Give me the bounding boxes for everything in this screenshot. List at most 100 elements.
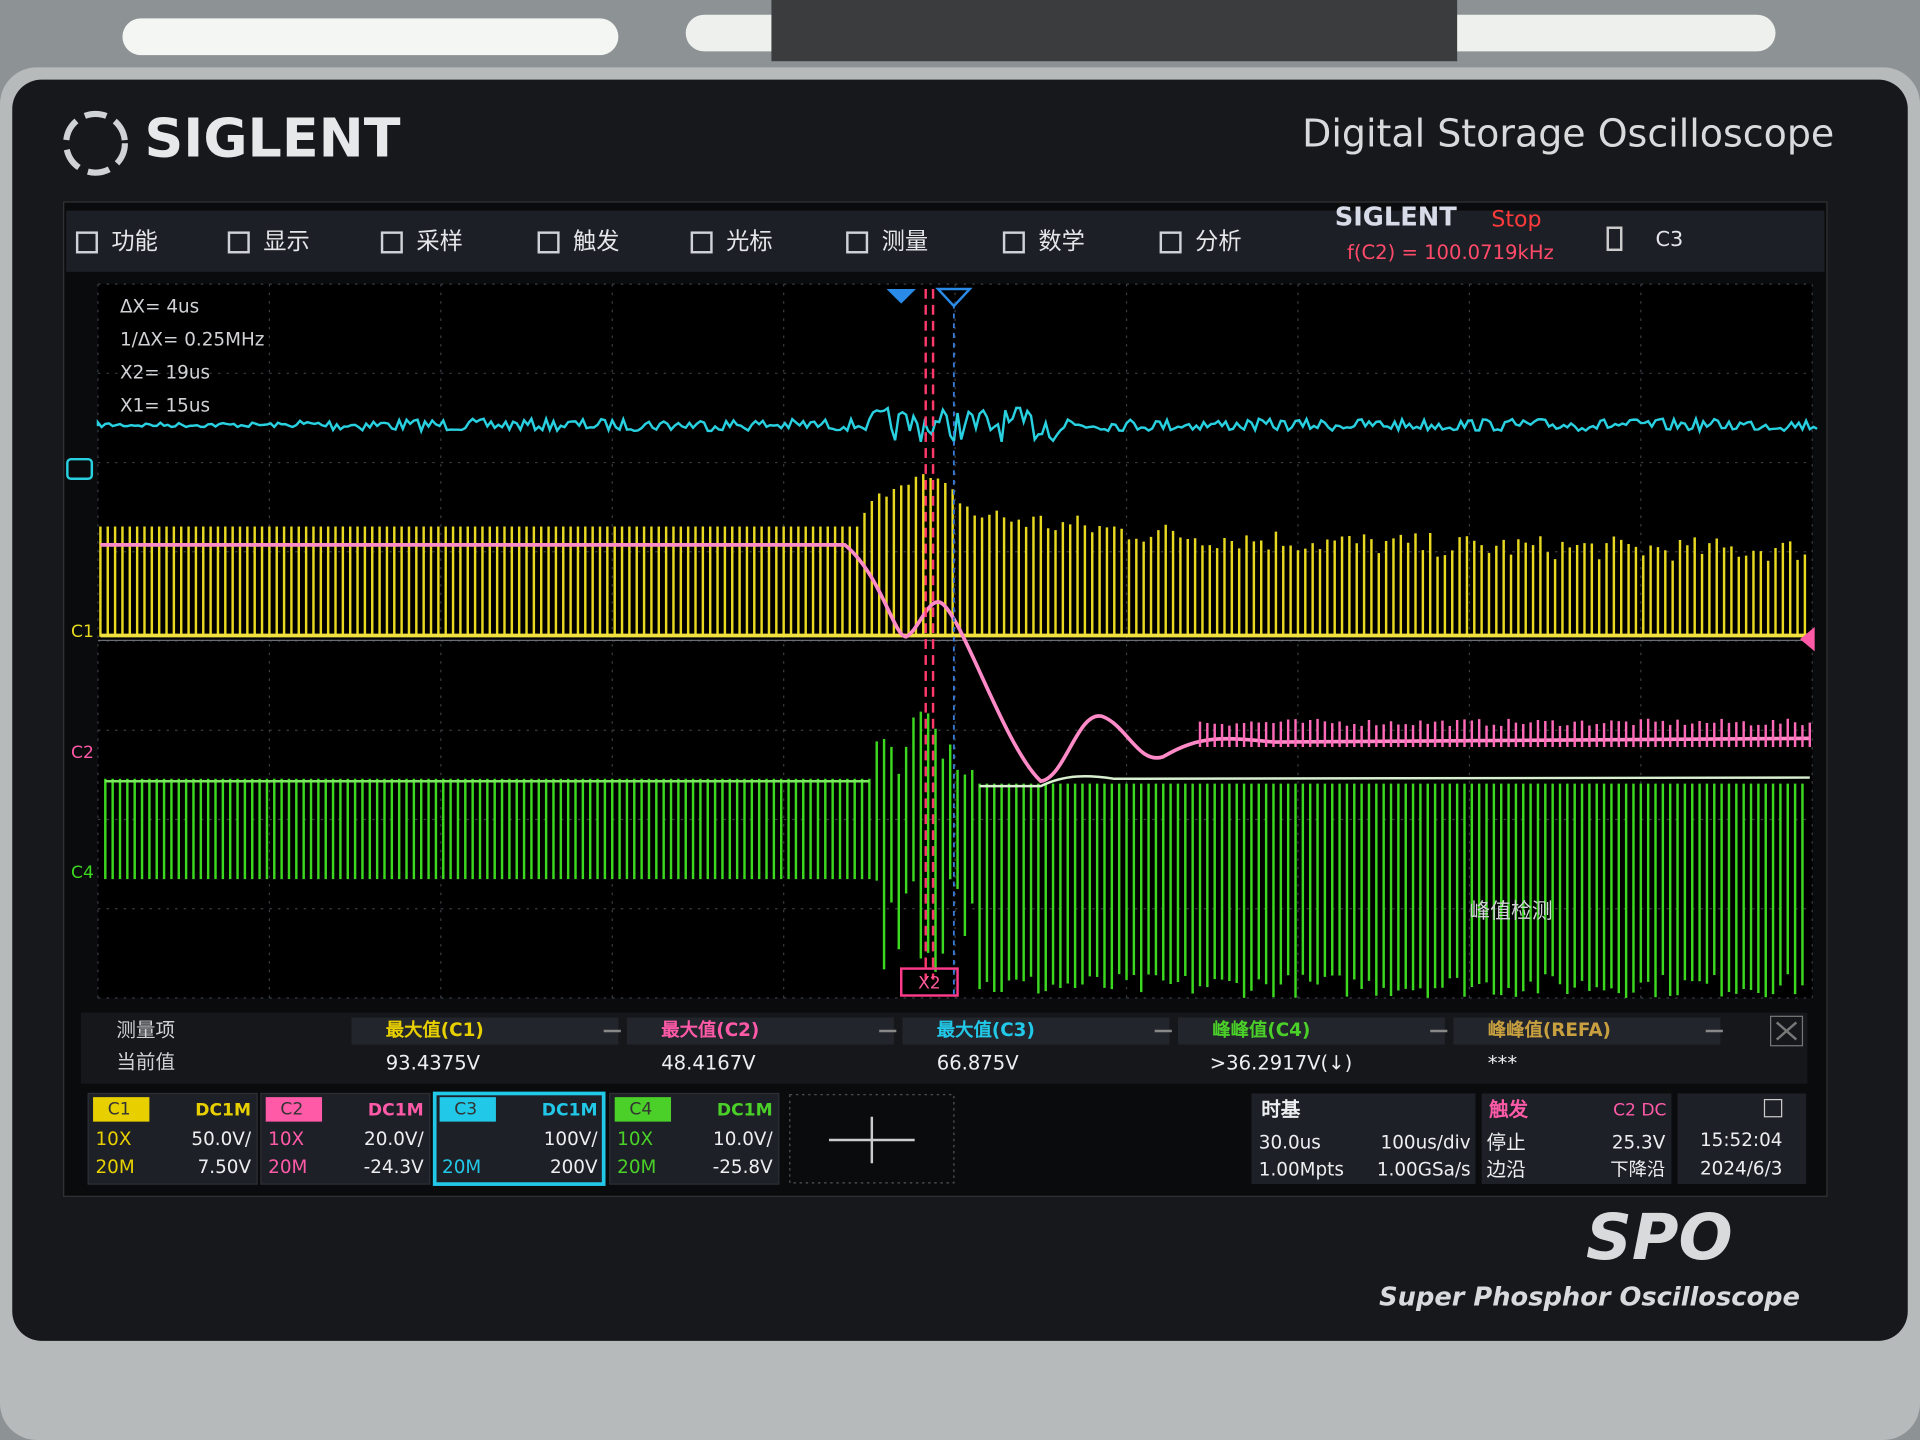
ceiling-light bbox=[122, 18, 619, 56]
channel-name: C1 bbox=[108, 1099, 131, 1119]
measure-value: 48.4167V bbox=[661, 1052, 756, 1075]
menu-icon bbox=[690, 231, 713, 254]
clock-box bbox=[1677, 1093, 1807, 1185]
trigger-marker bbox=[886, 288, 916, 304]
menu-item[interactable]: 采样 bbox=[416, 228, 463, 255]
channel-marker: C4 bbox=[71, 863, 94, 883]
channel-scale: 10.0V/ bbox=[713, 1129, 773, 1150]
stand bbox=[771, 0, 1458, 62]
waveform-c4-trace bbox=[979, 775, 1810, 788]
menu-item[interactable]: 显示 bbox=[263, 228, 310, 255]
menu-item[interactable]: 分析 bbox=[1195, 228, 1242, 255]
trigger-delay-marker bbox=[935, 287, 973, 308]
menu-item[interactable]: 数学 bbox=[1038, 228, 1085, 255]
channel-offset: 200V bbox=[550, 1157, 598, 1178]
channel-bandwidth: 20M bbox=[617, 1157, 656, 1178]
channel-coupling: DC1M bbox=[542, 1101, 598, 1121]
channel-offset: -24.3V bbox=[364, 1157, 425, 1178]
cursor-info: X1= 15us bbox=[120, 396, 210, 417]
menu-bar bbox=[66, 210, 1825, 272]
trigger-level-marker bbox=[1800, 626, 1815, 652]
menu-item[interactable]: 光标 bbox=[726, 228, 773, 255]
channel-offset: -25.8V bbox=[713, 1157, 774, 1178]
measure-name: 最大值(C3) bbox=[937, 1019, 1035, 1041]
timebase-scale: 100us/div bbox=[1381, 1133, 1471, 1154]
measure-row-label: 当前值 bbox=[116, 1050, 175, 1073]
measure-value: 93.4375V bbox=[386, 1052, 481, 1075]
waveform-c2-ripple bbox=[1198, 718, 1812, 747]
close-icon bbox=[1775, 1021, 1798, 1041]
clock-time: 15:52:04 bbox=[1700, 1130, 1782, 1151]
clock-date: 2024/6/3 bbox=[1700, 1158, 1782, 1179]
measure-value: 66.875V bbox=[937, 1052, 1020, 1075]
timebase-box[interactable] bbox=[1251, 1093, 1476, 1185]
status-frequency: f(C2) = 100.0719kHz bbox=[1347, 241, 1554, 264]
measure-cell bbox=[1453, 1017, 1721, 1045]
channel-coupling: DC1M bbox=[368, 1101, 424, 1121]
channel-marker: C1 bbox=[71, 622, 94, 642]
status-state: Stop bbox=[1491, 207, 1541, 232]
network-icon bbox=[1763, 1098, 1783, 1118]
spo-caption: Super Phosphor Oscilloscope bbox=[1379, 1282, 1800, 1312]
status-channel: C3 bbox=[1656, 227, 1684, 251]
add-icon bbox=[828, 1116, 915, 1164]
channel-probe: 10X bbox=[268, 1129, 304, 1150]
screen-content: SIGLENT Digital Storage Oscilloscope SPO Su… bbox=[63, 107, 1834, 1312]
menu-icon bbox=[846, 231, 869, 254]
channel-coupling: DC1M bbox=[195, 1101, 251, 1121]
measure-header: 测量项 bbox=[116, 1019, 175, 1042]
menu-item[interactable]: 测量 bbox=[882, 228, 929, 255]
channel-bandwidth: 20M bbox=[96, 1157, 135, 1178]
channel-bandwidth: 20M bbox=[268, 1157, 307, 1178]
channel-tag bbox=[93, 1097, 150, 1122]
waveform-c4 bbox=[104, 711, 1804, 998]
measure-cell bbox=[351, 1017, 619, 1045]
channel-probe: 10X bbox=[617, 1129, 653, 1150]
channel-scale: 50.0V/ bbox=[191, 1129, 251, 1150]
channel-tag bbox=[265, 1097, 323, 1122]
menu-item[interactable]: 功能 bbox=[111, 228, 158, 255]
close-button[interactable] bbox=[1770, 1015, 1804, 1047]
measure-name: 最大值(C1) bbox=[386, 1019, 484, 1041]
trigger-box[interactable] bbox=[1481, 1093, 1672, 1185]
measure-cell bbox=[902, 1017, 1170, 1045]
brand-logo: SIGLENT bbox=[144, 107, 400, 170]
trigger-level: 25.3V bbox=[1612, 1133, 1666, 1154]
trigger-source: C2 DC bbox=[1613, 1101, 1666, 1121]
add-channel-box[interactable] bbox=[789, 1094, 955, 1184]
channel-name: C3 bbox=[454, 1099, 477, 1119]
trigger-slope: 下降沿 bbox=[1610, 1160, 1665, 1181]
menu-icon bbox=[537, 231, 560, 254]
trigger-state: 停止 bbox=[1487, 1131, 1526, 1154]
channel-scale: 20.0V/ bbox=[364, 1129, 424, 1150]
measure-name: 峰峰值(C4) bbox=[1212, 1019, 1310, 1041]
model-title: Digital Storage Oscilloscope bbox=[1302, 111, 1834, 155]
menu-icon bbox=[1002, 231, 1025, 254]
cursor-info: X2= 19us bbox=[120, 362, 210, 383]
channel-name: C2 bbox=[280, 1099, 303, 1119]
channel-probe: 10X bbox=[96, 1129, 132, 1150]
channel-tag bbox=[439, 1097, 496, 1122]
menu-icon bbox=[1159, 231, 1182, 254]
channel-marker: C2 bbox=[71, 743, 94, 763]
cursor-label: X2 bbox=[918, 973, 941, 993]
spo-logo: SPO bbox=[1586, 1201, 1733, 1275]
measure-cell bbox=[626, 1017, 894, 1045]
timebase-title: 时基 bbox=[1261, 1098, 1301, 1121]
logo-mark bbox=[63, 110, 128, 176]
measure-cell bbox=[1177, 1017, 1445, 1045]
channel-tag bbox=[614, 1097, 672, 1122]
acquire-mode-overlay: 峰值检测 bbox=[1469, 899, 1552, 923]
cursor-info: ΔX= 4us bbox=[120, 296, 199, 317]
timebase-delay: 30.0us bbox=[1259, 1133, 1321, 1154]
menu-icon bbox=[380, 231, 403, 254]
waveform-c2 bbox=[100, 543, 1810, 784]
menu-icon bbox=[227, 231, 250, 254]
menu-icon bbox=[75, 231, 98, 254]
c3-offset-marker bbox=[66, 457, 94, 480]
channel-bandwidth: 20M bbox=[442, 1157, 481, 1178]
menu-item[interactable]: 触发 bbox=[573, 228, 620, 255]
channel-scale: 100V/ bbox=[544, 1129, 599, 1150]
